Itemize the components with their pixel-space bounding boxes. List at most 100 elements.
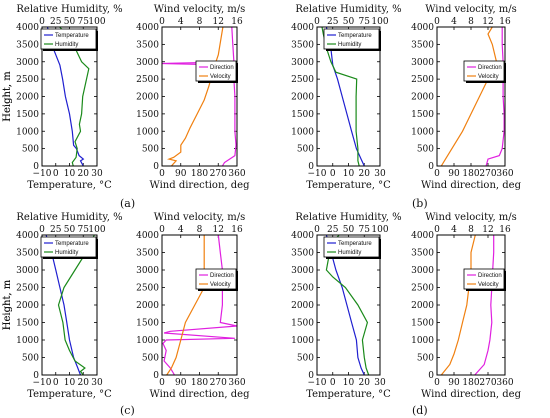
x-tick-label: 0 xyxy=(159,169,165,179)
x2-tick-label: 12 xyxy=(482,225,493,235)
y-tick-label: 3000 xyxy=(136,58,159,68)
y-tick-label: 2500 xyxy=(411,284,434,294)
x-tick-label: 0 xyxy=(434,169,440,179)
y-tick-label: 0 xyxy=(428,162,434,172)
legend-entry: Velocity xyxy=(210,74,231,80)
x-tick-label: 360 xyxy=(228,169,245,179)
y-tick-label: 2500 xyxy=(16,75,39,85)
x-tick-label: 30 xyxy=(91,169,103,179)
y-tick-label: 4000 xyxy=(136,23,159,33)
x-tick-label: 30 xyxy=(91,378,103,388)
series-line-direction xyxy=(485,27,505,167)
y-tick-label: 3000 xyxy=(291,266,314,276)
legend-entry: Humidity xyxy=(55,250,78,256)
x2-tick-label: 50 xyxy=(343,17,355,27)
y-tick-label: 2000 xyxy=(16,93,39,103)
series-line-temperature xyxy=(45,234,82,376)
x-tick-label: −10 xyxy=(308,169,327,179)
x2-tick-label: 16 xyxy=(499,225,511,235)
y-tick-label: 3000 xyxy=(411,58,434,68)
plot-frame xyxy=(316,234,381,376)
legend-box xyxy=(323,236,380,258)
x-tick-label: 0 xyxy=(53,378,59,388)
plot-frame xyxy=(41,234,98,376)
x-tick-label: −10 xyxy=(308,378,327,388)
y-tick-label: 1500 xyxy=(291,110,314,120)
y-tick-label: 3500 xyxy=(291,249,314,259)
x2-tick-label: 25 xyxy=(50,225,62,235)
x2-tick-label: 50 xyxy=(64,225,76,235)
legend-entry: Humidity xyxy=(55,42,78,48)
y-tick-label: 3500 xyxy=(411,249,434,259)
legend: Temperature Humidity xyxy=(323,28,381,51)
plot-frame xyxy=(436,26,506,167)
y-tick-label: 1500 xyxy=(411,319,434,329)
y-tick-label: 1500 xyxy=(136,319,159,329)
x-tick-label: 0 xyxy=(159,378,165,388)
x-tick-label: 0 xyxy=(330,378,336,388)
y-tick-label: 2000 xyxy=(16,301,39,311)
y-tick-label: 1000 xyxy=(411,127,434,137)
x2-tick-label: 4 xyxy=(451,17,457,27)
x-tick-label: 0 xyxy=(434,378,440,388)
y-tick-label: 4000 xyxy=(136,231,159,241)
legend-entry: Direction xyxy=(478,65,502,71)
legend: Direction Velocity xyxy=(195,60,238,83)
y-tick-label: 3000 xyxy=(16,58,39,68)
y-axis-label: Height, m xyxy=(2,279,13,330)
series-line-direction xyxy=(474,235,495,376)
y-tick-label: 1500 xyxy=(16,110,39,120)
x-tick-label: 180 xyxy=(191,378,208,388)
y-tick-label: 500 xyxy=(22,354,39,364)
y-tick-label: 2000 xyxy=(136,301,159,311)
x2-tick-label: 50 xyxy=(64,17,76,27)
x-tick-label: 10 xyxy=(343,169,355,179)
legend: Temperature Humidity xyxy=(40,236,98,259)
x2-tick-label: 50 xyxy=(343,225,355,235)
legend-box xyxy=(40,28,97,50)
x-tick-label: 0 xyxy=(53,169,59,179)
x-axis-label: Wind direction, deg xyxy=(421,389,522,400)
x-tick-label: 270 xyxy=(479,169,496,179)
y-tick-label: 0 xyxy=(428,371,434,381)
x2-tick-label: 100 xyxy=(371,225,388,235)
x2-tick-label: 0 xyxy=(159,17,165,27)
x2-tick-label: 75 xyxy=(359,225,371,235)
x-tick-label: 0 xyxy=(330,169,336,179)
x2-axis-label: Wind velocity, m/s xyxy=(425,212,517,223)
legend-box xyxy=(40,236,97,258)
y-tick-label: 1000 xyxy=(16,127,39,137)
panel-label-d: (d) xyxy=(412,404,428,417)
x2-tick-label: 8 xyxy=(468,17,474,27)
x-tick-label: 180 xyxy=(462,378,479,388)
plot-frame xyxy=(41,26,98,167)
x2-axis-label: Wind velocity, m/s xyxy=(425,4,517,15)
x2-tick-label: 0 xyxy=(434,17,440,27)
y-tick-label: 2500 xyxy=(411,75,434,85)
x2-tick-label: 100 xyxy=(88,17,105,27)
plot-frame xyxy=(316,26,381,167)
y-tick-label: 1500 xyxy=(136,110,159,120)
y-tick-label: 4000 xyxy=(291,23,314,33)
y-tick-label: 3000 xyxy=(411,266,434,276)
x2-tick-label: 12 xyxy=(213,17,224,27)
x2-tick-label: 12 xyxy=(482,17,493,27)
y-tick-label: 1000 xyxy=(411,336,434,346)
y-tick-label: 2000 xyxy=(291,301,314,311)
legend-entry: Temperature xyxy=(55,33,89,39)
x2-tick-label: 25 xyxy=(327,225,339,235)
legend-entry: Humidity xyxy=(338,42,361,48)
plot-frame xyxy=(436,234,506,376)
y-tick-label: 3500 xyxy=(16,40,39,50)
y-tick-label: 500 xyxy=(417,145,434,155)
x2-tick-label: 75 xyxy=(359,17,371,27)
legend: Direction Velocity xyxy=(463,268,506,291)
x2-axis-label: Wind velocity, m/s xyxy=(154,212,246,223)
x-tick-label: 10 xyxy=(343,378,355,388)
x-tick-label: 180 xyxy=(462,169,479,179)
x-tick-label: 270 xyxy=(479,378,496,388)
y-tick-label: 500 xyxy=(297,354,314,364)
x-tick-label: 270 xyxy=(210,378,227,388)
